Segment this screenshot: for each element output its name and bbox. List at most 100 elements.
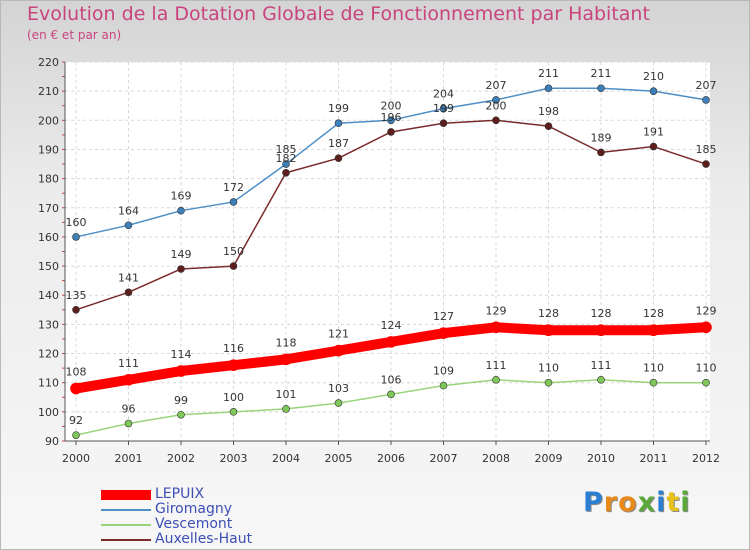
- data-label: 200: [486, 99, 507, 112]
- data-point: [282, 168, 290, 177]
- data-label: 106: [381, 373, 402, 386]
- data-label: 164: [118, 204, 139, 217]
- chart-title: Evolution de la Dotation Globale de Fonc…: [27, 3, 650, 25]
- y-tick-label: 150: [38, 260, 59, 273]
- data-label: 116: [223, 342, 244, 355]
- y-tick-label: 210: [38, 85, 59, 98]
- data-label: 135: [66, 289, 87, 302]
- legend-label: Giromagny: [155, 501, 233, 517]
- y-tick-label: 90: [45, 435, 59, 448]
- data-point: [649, 142, 658, 151]
- data-label: 191: [643, 126, 664, 139]
- data-point: [72, 431, 80, 439]
- data-label: 101: [276, 388, 297, 401]
- x-tick-label: 2004: [272, 452, 300, 465]
- data-point: [490, 321, 502, 334]
- data-label: 121: [328, 328, 349, 341]
- data-label: 109: [433, 365, 454, 378]
- legend-swatch: [101, 509, 151, 511]
- data-point: [492, 375, 500, 384]
- data-label: 169: [171, 190, 192, 203]
- data-label: 96: [122, 403, 136, 416]
- y-tick-label: 130: [38, 318, 59, 331]
- logo-letter: o: [618, 487, 638, 518]
- legend-label: LEPUIX: [155, 486, 205, 502]
- data-label: 149: [171, 248, 192, 261]
- x-tick-label: 2007: [430, 452, 458, 465]
- data-point: [175, 365, 187, 377]
- legend-label: Vescemont: [155, 516, 233, 532]
- data-label: 127: [433, 310, 454, 323]
- data-label: 99: [174, 394, 188, 407]
- data-point: [387, 390, 395, 399]
- data-label: 204: [433, 88, 454, 101]
- data-point: [387, 116, 395, 125]
- y-tick-label: 180: [38, 173, 59, 186]
- data-point: [177, 206, 185, 215]
- data-label: 185: [276, 143, 297, 156]
- logo-letter: x: [637, 487, 657, 518]
- data-point: [334, 399, 343, 407]
- data-label: 185: [696, 143, 717, 156]
- y-tick-label: 100: [38, 406, 59, 419]
- legend-swatch: [101, 490, 151, 500]
- data-point: [282, 160, 290, 168]
- y-tick-label: 220: [38, 56, 59, 69]
- proxiti-logo: Proxiti: [583, 487, 691, 518]
- y-tick-label: 110: [38, 377, 59, 390]
- data-point: [439, 104, 448, 113]
- legend-item: Vescemont: [101, 516, 321, 532]
- x-tick-label: 2008: [482, 452, 510, 465]
- series-vescemont: 92 96 99 100 101 103 106 109 111 110 111 110 110: [69, 359, 717, 439]
- data-point: [597, 84, 605, 93]
- logo-letter: r: [603, 487, 619, 518]
- data-label: 200: [381, 99, 402, 112]
- x-tick-label: 2000: [62, 452, 90, 465]
- data-point: [72, 306, 80, 314]
- legend-label: Auxelles-Haut: [155, 531, 253, 547]
- data-point: [597, 148, 605, 157]
- data-point: [492, 96, 500, 104]
- series-giromagny: 160 164 169 172 185 199 200 204 207 211 211 210 207: [66, 67, 717, 241]
- data-point: [332, 344, 345, 357]
- data-point: [439, 119, 448, 128]
- y-tick-label: 160: [38, 231, 59, 244]
- data-point: [437, 327, 450, 339]
- data-point: [702, 160, 710, 168]
- x-tick-label: 2010: [587, 452, 615, 465]
- x-tick-label: 2011: [640, 452, 668, 465]
- data-point: [282, 405, 290, 413]
- legend-swatch: [101, 524, 151, 526]
- data-label: 108: [66, 366, 87, 379]
- data-label: 111: [486, 359, 507, 372]
- logo-letter: P: [583, 487, 604, 518]
- data-point: [439, 381, 448, 390]
- data-label: 199: [328, 102, 349, 115]
- data-point: [649, 378, 658, 387]
- data-label: 111: [118, 357, 139, 370]
- data-point: [649, 87, 658, 95]
- data-point: [544, 122, 553, 130]
- x-tick-label: 2012: [692, 452, 720, 465]
- data-label: 141: [118, 271, 139, 284]
- data-point: [387, 128, 395, 136]
- legend-swatch: [101, 539, 151, 541]
- data-label: 198: [538, 105, 559, 118]
- data-label: 207: [486, 79, 507, 92]
- data-point: [544, 378, 553, 387]
- legend-item: Giromagny: [101, 501, 321, 517]
- logo-letter: i: [680, 487, 691, 518]
- data-label: 110: [643, 362, 664, 375]
- data-label: 189: [591, 131, 612, 144]
- data-label: 207: [696, 79, 717, 92]
- x-tick-label: 2003: [220, 452, 248, 465]
- x-tick-label: 2005: [325, 452, 353, 465]
- logo-letter: t: [666, 487, 681, 518]
- data-point: [647, 324, 660, 337]
- data-label: 111: [591, 359, 612, 372]
- data-point: [177, 410, 185, 419]
- series-auxelles-haut: 135 141 149 150 182 187 196 199 200 198 189 191 185: [66, 99, 717, 314]
- data-label: 110: [538, 362, 559, 375]
- data-point: [72, 233, 80, 241]
